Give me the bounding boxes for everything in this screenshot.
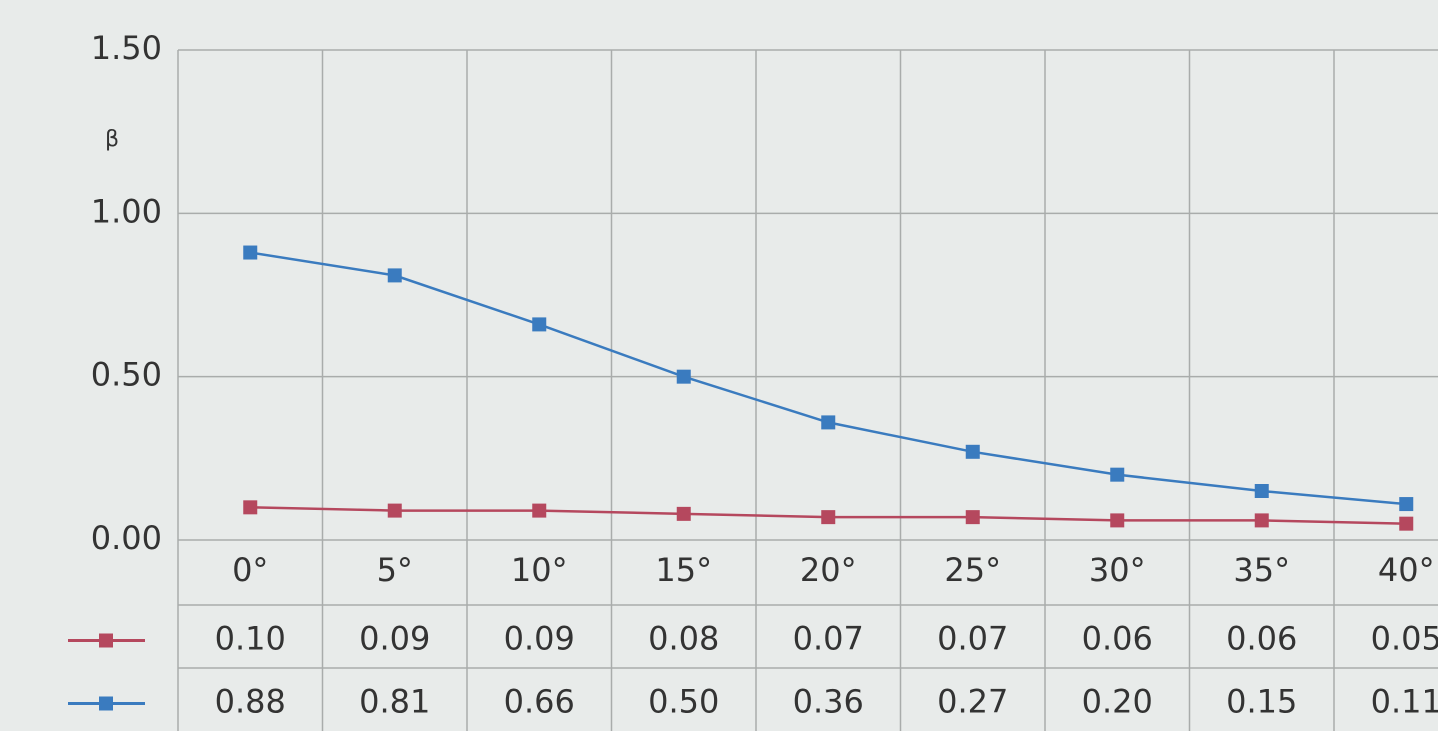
table-value: 0.11: [1371, 683, 1438, 721]
y-tick-label: 1.50: [91, 29, 162, 67]
y-tick-label: 1.00: [91, 192, 162, 230]
table-value: 0.15: [1226, 683, 1297, 721]
table-value: 0.09: [504, 620, 575, 658]
table-value: 0.07: [793, 620, 864, 658]
series-marker: [243, 245, 258, 260]
table-value: 0.06: [1082, 620, 1153, 658]
table-value: 0.09: [359, 620, 430, 658]
series-marker: [676, 506, 691, 521]
x-tick-label: 25°: [944, 551, 1001, 589]
x-tick-label: 35°: [1233, 551, 1290, 589]
table-value: 0.08: [648, 620, 719, 658]
legend-marker: [99, 633, 113, 648]
series-marker: [676, 369, 691, 384]
series-marker: [965, 444, 980, 459]
table-value: 0.36: [793, 683, 864, 721]
y-axis-label: β: [105, 127, 119, 152]
legend-marker: [99, 696, 113, 711]
series-marker: [821, 510, 836, 525]
table-value: 0.07: [937, 620, 1008, 658]
series-marker: [243, 500, 258, 515]
y-tick-label: 0.00: [91, 519, 162, 557]
table-value: 0.05: [1371, 620, 1438, 658]
table-value: 0.50: [648, 683, 719, 721]
table-value: 0.88: [215, 683, 286, 721]
series-marker: [1399, 516, 1414, 531]
x-tick-label: 5°: [377, 551, 413, 589]
table-value: 0.20: [1082, 683, 1153, 721]
series-marker: [821, 415, 836, 430]
x-tick-label: 30°: [1089, 551, 1146, 589]
series-marker: [1110, 467, 1125, 482]
series-marker: [387, 268, 402, 283]
table-value: 0.10: [215, 620, 286, 658]
x-tick-label: 10°: [511, 551, 568, 589]
series-marker: [532, 317, 547, 332]
x-tick-label: 15°: [655, 551, 712, 589]
series-marker: [1110, 513, 1125, 528]
table-value: 0.66: [504, 683, 575, 721]
x-tick-label: 0°: [232, 551, 268, 589]
series-marker: [1254, 513, 1269, 528]
series-marker: [965, 510, 980, 525]
table-value: 0.06: [1226, 620, 1297, 658]
series-marker: [387, 503, 402, 518]
series-marker: [532, 503, 547, 518]
x-tick-label: 40°: [1378, 551, 1435, 589]
series-marker: [1254, 484, 1269, 498]
series-marker: [1399, 497, 1414, 512]
x-tick-label: 20°: [800, 551, 857, 589]
table-value: 0.27: [937, 683, 1008, 721]
y-tick-label: 0.50: [91, 356, 162, 394]
table-value: 0.81: [359, 683, 430, 721]
